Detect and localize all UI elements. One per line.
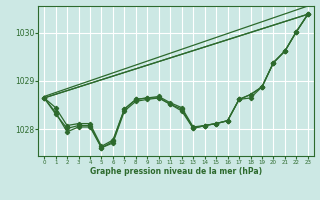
X-axis label: Graphe pression niveau de la mer (hPa): Graphe pression niveau de la mer (hPa) bbox=[90, 167, 262, 176]
